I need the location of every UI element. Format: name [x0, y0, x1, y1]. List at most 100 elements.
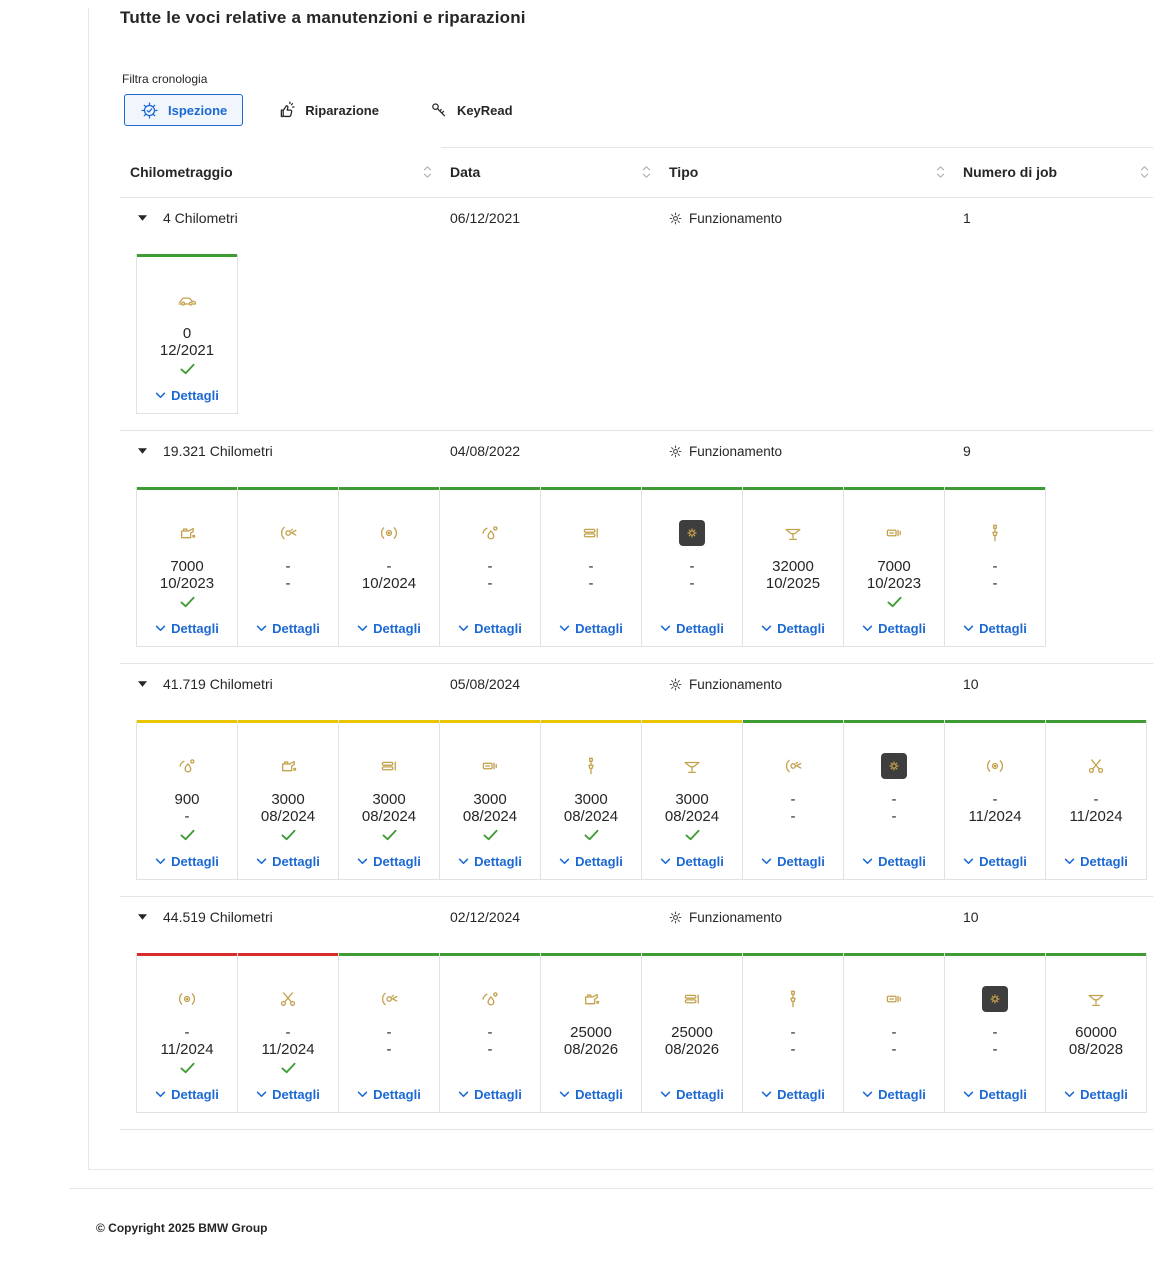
filter-chips: Ispezione Riparazione KeyRead	[124, 94, 1153, 126]
status-bar	[339, 720, 439, 723]
column-header-chilometraggio[interactable]: Chilometraggio	[130, 164, 450, 180]
details-label: Dettagli	[777, 854, 825, 869]
check-icon	[238, 1061, 338, 1078]
sort-icon[interactable]	[423, 165, 432, 179]
details-link[interactable]: Dettagli	[137, 388, 237, 403]
service-card: 60000 08/2028 Dettagli	[1045, 953, 1147, 1113]
check-icon	[945, 828, 1045, 845]
status-bar	[440, 487, 540, 490]
details-link[interactable]: Dettagli	[642, 621, 742, 636]
history-row-group: 41.719 Chilometri 05/08/2024 Funzionamen…	[120, 663, 1153, 896]
service-card: - - Dettagli	[843, 720, 945, 880]
table-row[interactable]: 41.719 Chilometri 05/08/2024 Funzionamen…	[120, 664, 1153, 704]
card-date-value: -	[891, 808, 897, 825]
details-link[interactable]: Dettagli	[642, 1087, 742, 1102]
details-label: Dettagli	[676, 854, 724, 869]
card-date-value: 11/2024	[160, 1041, 214, 1058]
card-mileage-value: 0	[182, 325, 192, 342]
details-link[interactable]: Dettagli	[238, 1087, 338, 1102]
details-link[interactable]: Dettagli	[945, 854, 1045, 869]
details-link[interactable]: Dettagli	[844, 621, 944, 636]
details-link[interactable]: Dettagli	[743, 854, 843, 869]
sort-icon[interactable]	[1140, 165, 1149, 179]
details-link[interactable]: Dettagli	[541, 621, 641, 636]
chevron-down-icon	[660, 858, 671, 865]
service-card: 3000 08/2024 Dettagli	[237, 720, 339, 880]
check-icon	[339, 828, 439, 845]
filter-chip-riparazione[interactable]: Riparazione	[261, 94, 395, 126]
details-link[interactable]: Dettagli	[642, 854, 742, 869]
service-card: 3000 08/2024 Dettagli	[540, 720, 642, 880]
details-link[interactable]: Dettagli	[541, 854, 641, 869]
sort-icon[interactable]	[642, 165, 651, 179]
status-bar	[642, 953, 742, 956]
status-bar	[945, 953, 1045, 956]
history-row-group: 19.321 Chilometri 04/08/2022 Funzionamen…	[120, 430, 1153, 663]
details-link[interactable]: Dettagli	[743, 1087, 843, 1102]
card-mileage-value: 3000	[675, 791, 709, 808]
service-card: - - Dettagli	[237, 487, 339, 647]
check-icon	[238, 595, 338, 612]
details-label: Dettagli	[676, 621, 724, 636]
details-link[interactable]: Dettagli	[339, 621, 439, 636]
check-icon	[137, 1061, 237, 1078]
chevron-down-icon	[155, 858, 166, 865]
status-bar	[844, 720, 944, 723]
details-link[interactable]: Dettagli	[137, 854, 237, 869]
date-value: 02/12/2024	[450, 909, 521, 925]
collapse-caret-icon[interactable]	[138, 681, 147, 687]
gear-icon	[669, 678, 682, 691]
details-label: Dettagli	[171, 1087, 219, 1102]
collapse-caret-icon[interactable]	[138, 215, 147, 221]
card-date-value: 10/2023	[866, 575, 922, 592]
brake-pads-front-icon	[541, 520, 641, 546]
details-link[interactable]: Dettagli	[339, 1087, 439, 1102]
column-header-data[interactable]: Data	[450, 164, 669, 180]
table-row[interactable]: 19.321 Chilometri 04/08/2022 Funzionamen…	[120, 431, 1153, 471]
details-link[interactable]: Dettagli	[440, 621, 540, 636]
details-link[interactable]: Dettagli	[339, 854, 439, 869]
service-card: 7000 10/2023 Dettagli	[843, 487, 945, 647]
date-value: 04/08/2022	[450, 443, 521, 459]
details-link[interactable]: Dettagli	[440, 854, 540, 869]
filter-chip-ispezione[interactable]: Ispezione	[124, 94, 244, 126]
card-date-value: -	[588, 575, 594, 592]
status-bar	[440, 720, 540, 723]
details-link[interactable]: Dettagli	[945, 621, 1045, 636]
table-row[interactable]: 4 Chilometri 06/12/2021 Funzionamento 1	[120, 198, 1153, 238]
column-header-numero-di-job[interactable]: Numero di job	[963, 164, 1153, 180]
card-mileage-value: -	[487, 558, 493, 575]
filter-chip-keyread[interactable]: KeyRead	[413, 94, 529, 126]
details-link[interactable]: Dettagli	[844, 1087, 944, 1102]
status-bar	[238, 953, 338, 956]
spark-plug-icon	[945, 520, 1045, 546]
details-link[interactable]: Dettagli	[440, 1087, 540, 1102]
headlight-icon	[339, 520, 439, 546]
chip-label: Riparazione	[305, 102, 379, 118]
service-card: 900 - Dettagli	[136, 720, 238, 880]
service-card: - - Dettagli	[540, 487, 642, 647]
details-link[interactable]: Dettagli	[541, 1087, 641, 1102]
sort-icon[interactable]	[936, 165, 945, 179]
card-date-value: 12/2021	[159, 342, 215, 359]
service-cards-strip: 0 12/2021 Dettagli	[136, 254, 238, 414]
service-card: 25000 08/2026 Dettagli	[641, 953, 743, 1113]
mileage-cell: 41.719 Chilometri	[130, 676, 450, 692]
details-link[interactable]: Dettagli	[137, 1087, 237, 1102]
collapse-caret-icon[interactable]	[138, 914, 147, 920]
type-value: Funzionamento	[689, 676, 783, 692]
table-row[interactable]: 44.519 Chilometri 02/12/2024 Funzionamen…	[120, 897, 1153, 937]
details-link[interactable]: Dettagli	[137, 621, 237, 636]
collapse-caret-icon[interactable]	[138, 448, 147, 454]
details-link[interactable]: Dettagli	[1046, 854, 1146, 869]
details-link[interactable]: Dettagli	[945, 1087, 1045, 1102]
details-link[interactable]: Dettagli	[238, 854, 338, 869]
details-link[interactable]: Dettagli	[238, 621, 338, 636]
details-link[interactable]: Dettagli	[743, 621, 843, 636]
details-link[interactable]: Dettagli	[1046, 1087, 1146, 1102]
status-bar	[1046, 720, 1146, 723]
column-header-tipo[interactable]: Tipo	[669, 164, 963, 180]
details-link[interactable]: Dettagli	[844, 854, 944, 869]
card-mileage-value: -	[1093, 791, 1099, 808]
chevron-down-icon	[862, 625, 873, 632]
